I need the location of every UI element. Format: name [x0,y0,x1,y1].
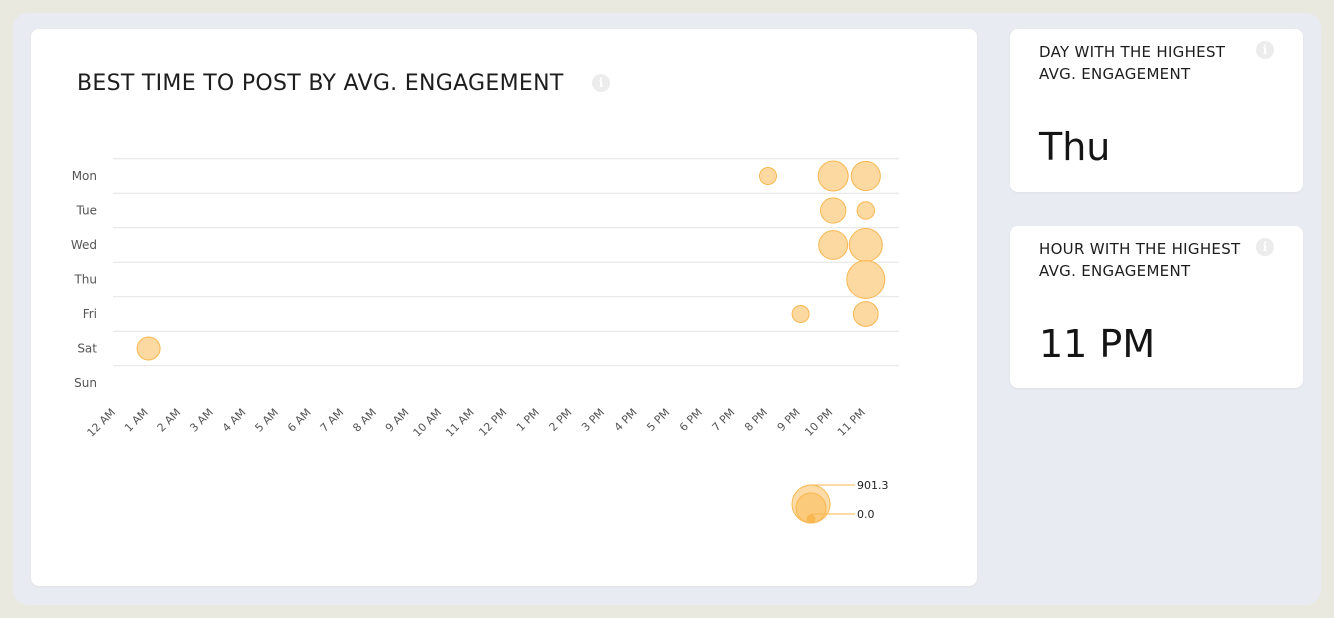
x-tick-label: 5 AM [252,406,281,435]
x-tick-label: 12 PM [476,406,509,439]
x-tick-label: 7 AM [318,406,347,435]
x-tick-label: 9 PM [775,406,803,434]
x-tick-label: 11 AM [443,406,477,440]
x-tick-label: 2 AM [155,406,184,435]
bubble-point [852,301,879,327]
x-tick-label: 10 PM [802,406,835,439]
info-icon[interactable]: i [1256,238,1274,256]
day-stat-title: DAY WITH THE HIGHEST AVG. ENGAGEMENT [1039,43,1226,83]
y-tick-label: Thu [73,273,97,287]
bubble-point [856,201,876,220]
y-tick-label: Wed [71,238,97,252]
hour-stat-value: 11 PM [1039,322,1156,366]
x-tick-label: 10 AM [411,406,445,440]
y-tick-label: Mon [72,169,97,183]
day-stat-card: DAY WITH THE HIGHEST AVG. ENGAGEMENT i T… [1010,29,1303,192]
info-icon[interactable]: i [592,74,610,92]
bubble-point [818,230,849,260]
bubble-point [820,197,847,224]
x-tick-label: 6 PM [677,406,705,434]
hour-stat-title: HOUR WITH THE HIGHEST AVG. ENGAGEMENT [1039,240,1241,280]
y-tick-label: Sun [74,376,97,390]
x-tick-label: 1 PM [514,406,542,434]
bubble-point [759,167,777,185]
bubble-point [848,227,883,263]
y-tick-label: Fri [83,307,97,321]
info-icon[interactable]: i [1256,41,1274,59]
best-time-card: BEST TIME TO POST BY AVG. ENGAGEMENT i M… [31,29,977,586]
y-tick-label: Sat [77,342,97,356]
x-tick-label: 11 PM [835,406,868,439]
x-tick-label: 1 AM [122,406,151,435]
x-tick-label: 8 PM [742,406,770,434]
x-tick-label: 3 PM [579,406,607,434]
size-legend-max-label: 901.3 [857,479,889,492]
y-tick-label: Tue [76,204,98,218]
x-tick-label: 6 AM [285,406,314,435]
size-legend-min-bubble [806,514,816,524]
bubble-point [817,160,849,192]
chart-title: BEST TIME TO POST BY AVG. ENGAGEMENT [77,71,564,96]
hour-stat-card: HOUR WITH THE HIGHEST AVG. ENGAGEMENT i … [1010,226,1303,388]
x-tick-label: 5 PM [644,406,672,434]
x-tick-label: 9 AM [383,406,412,435]
x-tick-label: 3 AM [187,406,216,435]
x-tick-label: 7 PM [710,406,738,434]
bubble-point [846,260,886,299]
bubble-point [136,336,161,361]
size-legend-min-label: 0.0 [857,508,875,521]
x-tick-label: 12 AM [85,406,119,440]
x-tick-label: 4 PM [612,406,640,434]
x-tick-label: 4 AM [220,406,249,435]
x-tick-label: 2 PM [547,406,575,434]
x-tick-label: 8 AM [350,406,379,435]
bubble-point [850,160,881,192]
bubble-point [791,305,810,323]
day-stat-value: Thu [1039,125,1111,169]
